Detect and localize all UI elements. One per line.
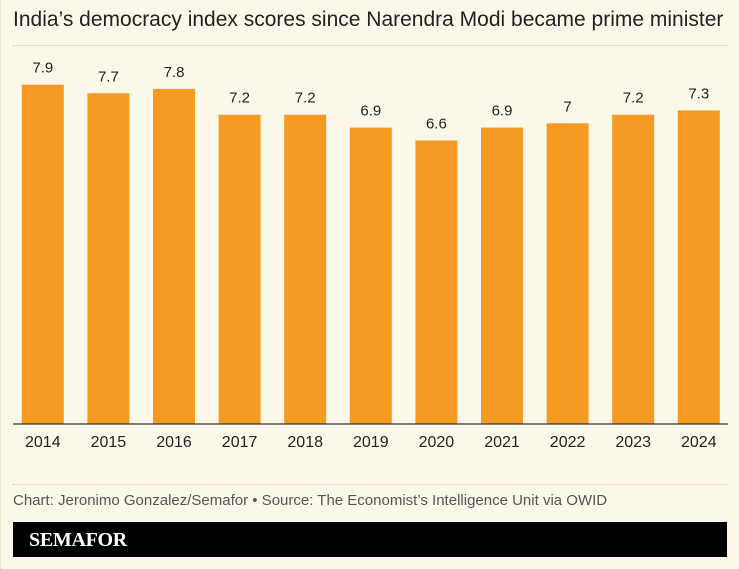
x-tick-label-2021: 2021 [484, 434, 520, 451]
x-tick-label-2015: 2015 [91, 434, 127, 451]
footer-divider [13, 484, 727, 485]
bar-2015 [87, 93, 130, 424]
bar-2024 [677, 110, 720, 424]
x-tick-label-2020: 2020 [419, 434, 455, 451]
semafor-logo: SEMAFOR [29, 529, 127, 551]
bar-chart: 7.9 2014 7.7 2015 7.8 2016 7.2 2017 7.2 2018 6.9 20… [13, 60, 728, 451]
bar-2019 [349, 127, 392, 424]
bar-2018 [284, 114, 327, 425]
data-label-2014: 7.9 [32, 60, 53, 77]
brand-bar: SEMAFOR [13, 522, 727, 557]
x-tick-label-2018: 2018 [287, 434, 323, 451]
data-label-2015: 7.7 [98, 68, 119, 85]
bar-2020 [415, 140, 458, 424]
title-divider [13, 45, 727, 46]
bar-2021 [481, 127, 523, 424]
bar-2016 [153, 88, 195, 425]
source-credit: Chart: Jeronimo Gonzalez/Semafor • Sourc… [13, 492, 608, 509]
data-label-2023: 7.2 [623, 90, 644, 107]
x-tick-label-2014: 2014 [25, 434, 61, 451]
data-label-2018: 7.2 [295, 90, 316, 107]
x-tick-label-2024: 2024 [681, 434, 717, 451]
bar-2014 [21, 84, 64, 424]
bar-2023 [612, 114, 655, 425]
data-label-2016: 7.8 [164, 64, 185, 81]
data-label-2022: 7 [563, 98, 571, 115]
x-tick-label-2016: 2016 [156, 434, 192, 451]
x-tick-label-2019: 2019 [353, 434, 389, 451]
data-label-2017: 7.2 [229, 90, 250, 107]
data-label-2020: 6.6 [426, 116, 447, 133]
data-label-2024: 7.3 [688, 85, 709, 102]
bar-2017 [218, 114, 261, 425]
x-tick-label-2022: 2022 [550, 434, 586, 451]
data-label-2021: 6.9 [492, 103, 513, 120]
chart-title: India’s democracy index scores since Nar… [13, 8, 724, 31]
x-tick-label-2023: 2023 [615, 434, 651, 451]
x-tick-label-2017: 2017 [222, 434, 258, 451]
bar-2022 [546, 123, 589, 425]
data-label-2019: 6.9 [360, 103, 381, 120]
